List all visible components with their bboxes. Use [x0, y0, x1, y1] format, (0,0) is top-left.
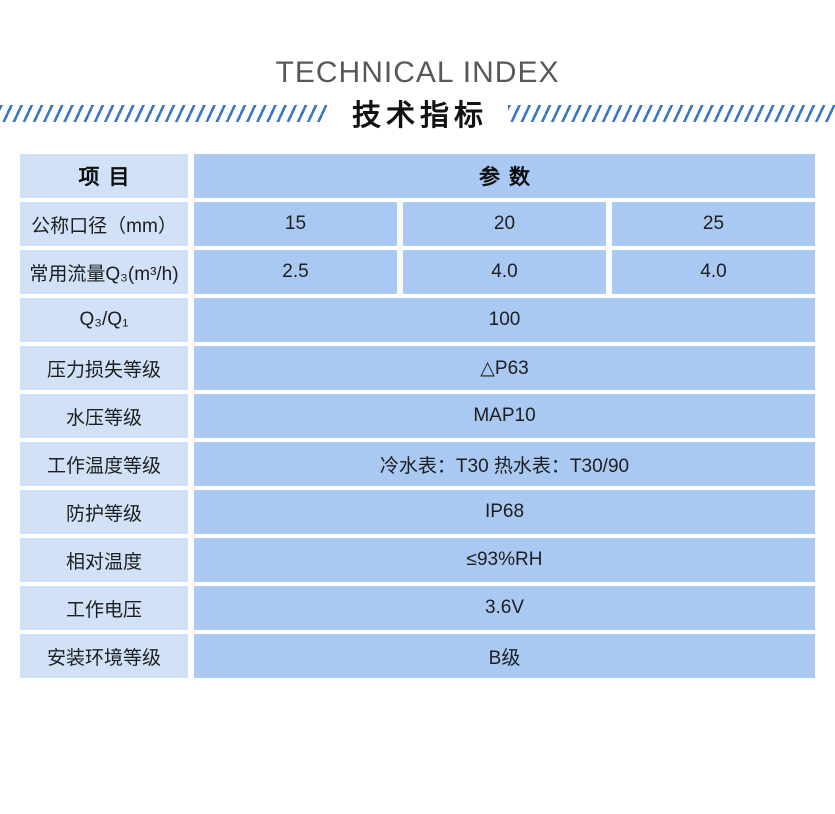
- row-label-working-temperature-class: 工作温度等级: [20, 442, 188, 486]
- value-working-voltage: 3.6V: [194, 586, 815, 630]
- column-header-parameter: 参数: [194, 154, 815, 198]
- value-relative-humidity: ≤93%RH: [194, 538, 815, 582]
- value-flow-rate-2: 4.0: [403, 250, 606, 294]
- value-nominal-diameter-2: 20: [403, 202, 606, 246]
- diagonal-stripes-right-decoration: [508, 104, 835, 122]
- value-nominal-diameter-3: 25: [612, 202, 815, 246]
- value-flow-rate-3: 4.0: [612, 250, 815, 294]
- value-nominal-diameter-1: 15: [194, 202, 397, 246]
- value-flow-rate-1: 2.5: [194, 250, 397, 294]
- row-label-nominal-diameter: 公称口径（mm）: [20, 202, 188, 246]
- row-label-working-voltage: 工作电压: [20, 586, 188, 630]
- value-q3-q1-ratio: 100: [194, 298, 815, 342]
- diagonal-stripes-left-decoration: [0, 104, 327, 122]
- spec-table: 项目 参数 公称口径（mm） 15 20 25 常用流量Q₃(m³/h) 2.5…: [20, 154, 815, 678]
- page-title-chinese: 技术指标: [352, 100, 489, 132]
- row-label-water-pressure-class: 水压等级: [20, 394, 188, 438]
- value-protection-rating: IP68: [194, 490, 815, 534]
- row-label-flow-rate: 常用流量Q₃(m³/h): [20, 250, 188, 294]
- row-label-protection-rating: 防护等级: [20, 490, 188, 534]
- row-label-pressure-loss-class: 压力损失等级: [20, 346, 188, 390]
- value-water-pressure-class: MAP10: [194, 394, 815, 438]
- value-installation-environment-class: B级: [194, 634, 815, 678]
- value-working-temperature-class: 冷水表：T30 热水表：T30/90: [194, 442, 815, 486]
- page-title-english: TECHNICAL INDEX: [275, 56, 560, 89]
- page: TECHNICAL INDEX 技术指标 项目 参数 公称口径（mm） 15 2…: [0, 56, 835, 814]
- column-header-item: 项目: [20, 154, 188, 198]
- row-label-installation-environment-class: 安装环境等级: [20, 634, 188, 678]
- row-label-relative-humidity: 相对温度: [20, 538, 188, 582]
- row-label-q3-q1-ratio: Q₃/Q₁: [20, 298, 188, 342]
- value-pressure-loss-class: △P63: [194, 346, 815, 390]
- title-row: 技术指标: [0, 95, 835, 132]
